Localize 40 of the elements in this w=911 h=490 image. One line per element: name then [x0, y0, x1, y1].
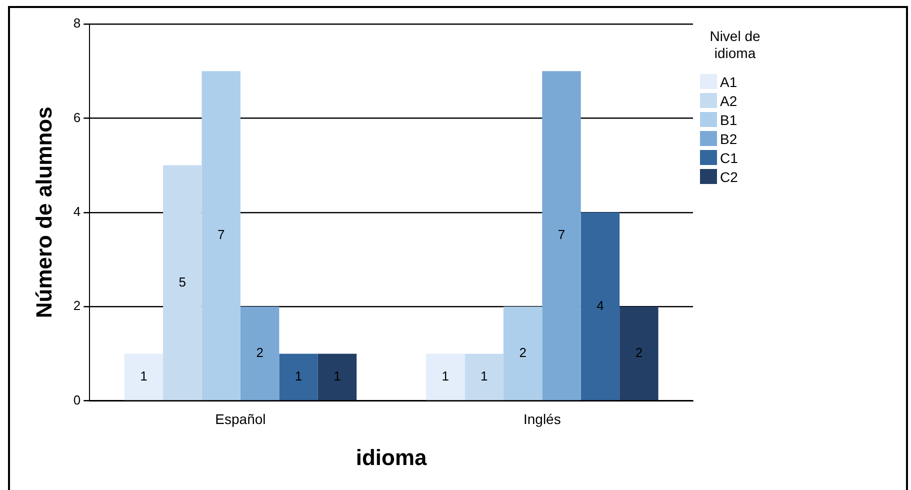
- data-label: 4: [596, 298, 604, 313]
- bar: [464, 354, 504, 400]
- bar: [163, 165, 202, 400]
- legend-label: C1: [720, 150, 738, 166]
- y-tick-label: 4: [73, 204, 81, 219]
- bar: [542, 71, 581, 400]
- legend-label: B1: [720, 112, 738, 128]
- x-tick-label: Inglés: [523, 411, 561, 428]
- y-tick-label: 6: [73, 110, 81, 125]
- legend-label: C2: [720, 168, 738, 184]
- bar: [580, 212, 620, 400]
- data-label: 1: [140, 368, 148, 384]
- data-label: 1: [442, 368, 449, 384]
- bar: [124, 354, 164, 400]
- bar: [318, 354, 357, 400]
- data-label: 1: [334, 368, 341, 384]
- legend-label: B2: [720, 130, 738, 146]
- y-tick-label: 0: [73, 392, 81, 408]
- y-tick-label: 8: [73, 16, 81, 31]
- data-label: 2: [256, 344, 264, 360]
- y-tick-label: 2: [73, 298, 81, 314]
- data-label: 5: [178, 274, 186, 290]
- data-label: 1: [480, 368, 488, 384]
- data-label: 2: [635, 344, 643, 360]
- bar: [503, 306, 542, 400]
- legend-title: Nivel de idioma: [708, 28, 762, 62]
- data-label: 2: [519, 344, 526, 360]
- bar: [279, 354, 318, 400]
- bar: [620, 306, 658, 400]
- data-label: 7: [558, 227, 566, 242]
- y-axis-title: Número de alumnos: [31, 106, 56, 318]
- bar: [240, 306, 280, 400]
- x-tick-label: Español: [215, 411, 266, 428]
- data-label: 7: [217, 227, 225, 242]
- x-axis-title: idioma: [356, 444, 428, 470]
- legend-label: A1: [720, 74, 738, 90]
- bar: [426, 354, 465, 400]
- bar: [202, 71, 240, 400]
- data-label: 1: [294, 368, 302, 384]
- legend-label: A2: [720, 92, 738, 108]
